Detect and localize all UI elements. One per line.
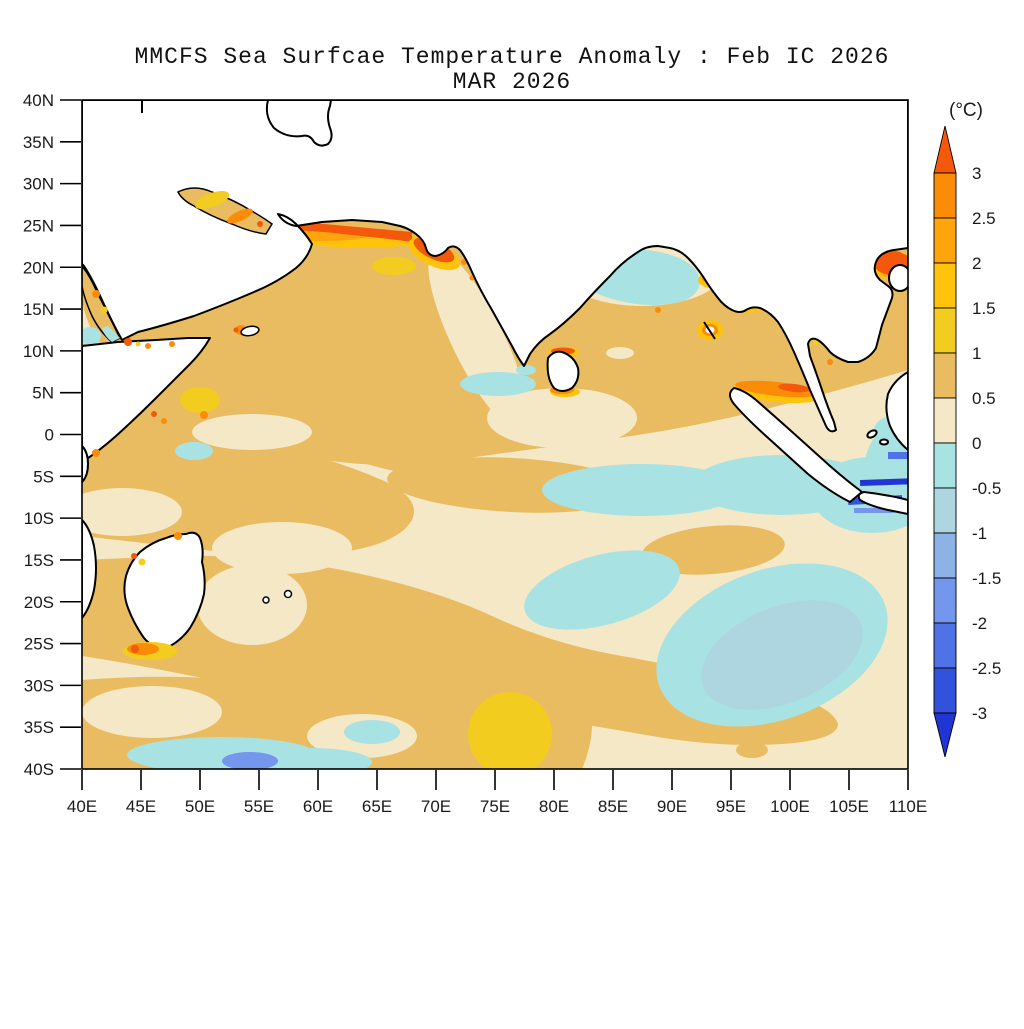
colorbar-segment bbox=[933, 352, 957, 399]
colorbar-title: (°C) bbox=[949, 100, 983, 121]
land-mozambique-coast bbox=[82, 519, 97, 619]
land-java bbox=[857, 491, 908, 515]
colorbar-tick-label: -1 bbox=[972, 524, 987, 543]
colorbar-tick-label: -2.5 bbox=[972, 659, 1001, 678]
y-tick-label: 5S bbox=[33, 467, 54, 486]
y-tick-label: 20S bbox=[24, 593, 54, 612]
y-tick-label: 10N bbox=[23, 342, 54, 361]
plot-frame bbox=[81, 99, 909, 770]
x-axis: 40E 45E 50E 55E 60E 65E 70E 75E 80E 85E 90E 95E 100E… bbox=[67, 770, 927, 816]
y-tick-label: 25N bbox=[23, 216, 54, 235]
y-tick-label: 20N bbox=[23, 258, 54, 277]
land-hainan bbox=[888, 264, 908, 292]
chart-subtitle: MAR 2026 bbox=[452, 69, 572, 95]
x-tick-label: 50E bbox=[185, 797, 215, 816]
cool-core-region bbox=[701, 600, 863, 710]
x-tick-label: 75E bbox=[480, 797, 510, 816]
colorbar-tick-label: 2.5 bbox=[972, 209, 996, 228]
y-tick-label: 35S bbox=[24, 718, 54, 737]
colorbar-tick-label: 0 bbox=[972, 434, 981, 453]
land-asia bbox=[82, 100, 908, 433]
colorbar-segment bbox=[933, 577, 957, 624]
x-tick-label: 95E bbox=[716, 797, 746, 816]
x-tick-label: 70E bbox=[421, 797, 451, 816]
colorbar-segment bbox=[933, 307, 957, 354]
colorbar-segment bbox=[933, 217, 957, 264]
colorbar-tick-label: 0.5 bbox=[972, 389, 996, 408]
colorbar-tick-label: 1.5 bbox=[972, 299, 996, 318]
land-bangka-islet bbox=[866, 429, 878, 439]
colorbar-tick-label: -3 bbox=[972, 704, 987, 723]
land-masses bbox=[82, 100, 908, 649]
y-tick-label: 0 bbox=[45, 426, 54, 445]
colorbar-segment bbox=[933, 172, 957, 219]
colorbar-arrow-top bbox=[933, 125, 957, 174]
y-tick-label: 25S bbox=[24, 635, 54, 654]
sst-anomaly-map bbox=[82, 100, 908, 769]
y-tick-label: 40N bbox=[23, 91, 54, 110]
colorbar-tick-label: -1.5 bbox=[972, 569, 1001, 588]
colorbar-arrow-bottom bbox=[933, 712, 957, 758]
caspian-shoreline bbox=[265, 100, 333, 147]
x-tick-label: 55E bbox=[244, 797, 274, 816]
colorbar-segment bbox=[933, 667, 957, 714]
inland-seas-and-coastal-spots bbox=[82, 187, 723, 660]
y-tick-label: 30S bbox=[24, 676, 54, 695]
x-tick-label: 60E bbox=[303, 797, 333, 816]
y-tick-label: 30N bbox=[23, 175, 54, 194]
land-somalia bbox=[82, 337, 211, 463]
colorbar-segment bbox=[933, 442, 957, 489]
land-sri-lanka bbox=[546, 350, 580, 392]
land-sumatra bbox=[729, 387, 863, 503]
colorbar-segment bbox=[933, 397, 957, 444]
colorbar-tick-label: -2 bbox=[972, 614, 987, 633]
x-tick-label: 45E bbox=[126, 797, 156, 816]
colorbar-segment bbox=[933, 487, 957, 534]
colorbar-tick-label: 2 bbox=[972, 254, 981, 273]
colorbar-tick-label: 1 bbox=[972, 344, 981, 363]
x-tick-label: 40E bbox=[67, 797, 97, 816]
colorbar-segment bbox=[933, 532, 957, 579]
x-tick-label: 85E bbox=[598, 797, 628, 816]
land-borneo bbox=[885, 371, 908, 451]
x-tick-label: 100E bbox=[770, 797, 810, 816]
y-tick-label: 15N bbox=[23, 300, 54, 319]
y-tick-label: 10S bbox=[24, 509, 54, 528]
y-tick-label: 15S bbox=[24, 551, 54, 570]
y-tick-label: 40S bbox=[24, 760, 54, 779]
x-tick-label: 65E bbox=[362, 797, 392, 816]
x-tick-label: 110E bbox=[889, 797, 927, 816]
chart-title: MMCFS Sea Surfcae Temperature Anomaly : … bbox=[134, 44, 890, 70]
colorbar-tick-label: 3 bbox=[972, 164, 981, 183]
andaman-islands bbox=[697, 320, 723, 340]
colorbar-tick-label: -0.5 bbox=[972, 479, 1001, 498]
colorbar-segment bbox=[933, 262, 957, 309]
y-tick-label: 5N bbox=[32, 384, 54, 403]
socotra-island bbox=[233, 325, 260, 337]
x-tick-label: 90E bbox=[657, 797, 687, 816]
x-tick-label: 80E bbox=[539, 797, 569, 816]
land-bangka-islet-2 bbox=[879, 438, 889, 446]
land-kenya-coast bbox=[82, 445, 89, 483]
colorbar: (°C) 3 2.5 2 1.5 1 0.5 0 -0.5 -1 -1.5 -2 -2.5 -3 bbox=[933, 100, 1001, 758]
y-axis: 40N 35N 30N 25N 20N 15N 10N 5N 0 5S 10S 15S 20S 25S 30… bbox=[23, 91, 81, 779]
mauritius-reunion-islands bbox=[262, 589, 293, 604]
y-tick-label: 35N bbox=[23, 133, 54, 152]
x-tick-label: 105E bbox=[829, 797, 869, 816]
colorbar-segment bbox=[933, 622, 957, 669]
